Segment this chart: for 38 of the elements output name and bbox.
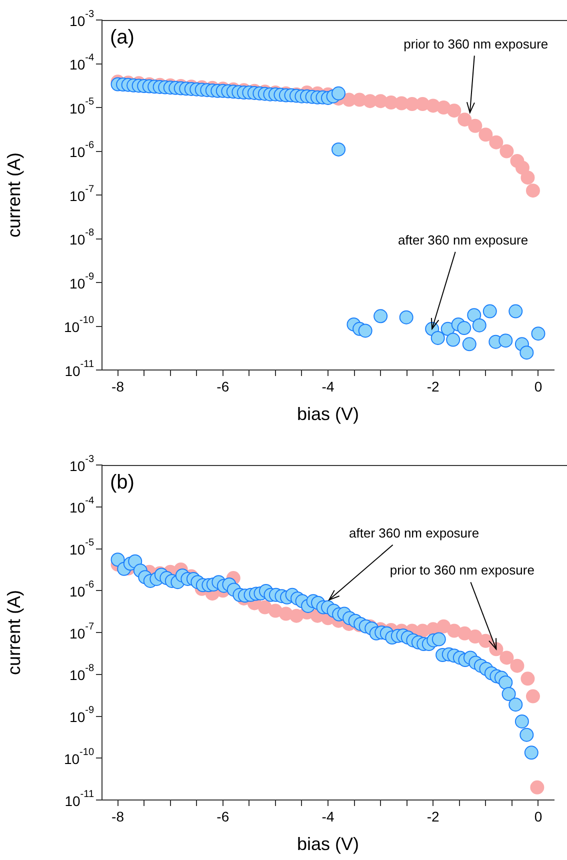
annotation: prior to 360 nm exposure <box>404 36 548 52</box>
point <box>510 658 524 673</box>
point <box>468 118 482 133</box>
point <box>458 112 472 127</box>
point <box>520 170 535 185</box>
x-tick-label: -8 <box>112 378 124 394</box>
point <box>526 184 540 198</box>
point <box>530 780 544 794</box>
point <box>289 608 304 623</box>
x-tick-label: -4 <box>322 378 334 394</box>
y-axis-title: current (A) <box>4 590 24 676</box>
annotation: after 360 nm exposure <box>349 525 480 540</box>
point <box>520 672 535 686</box>
annotation: (b) <box>110 472 134 494</box>
point <box>489 135 504 150</box>
y-axis-title: current (A) <box>4 152 24 238</box>
x-tick-label: 0 <box>534 808 542 824</box>
point <box>436 619 451 634</box>
point <box>500 144 514 158</box>
point <box>478 128 493 142</box>
x-tick-label: -6 <box>216 808 230 824</box>
x-tick-label: -2 <box>426 808 440 824</box>
x-tick-label: -2 <box>426 378 440 394</box>
point <box>478 634 493 648</box>
point <box>500 650 514 665</box>
x-axis-title: bias (V) <box>296 834 360 854</box>
x-tick-label: -8 <box>112 808 124 824</box>
point <box>468 630 482 644</box>
x-tick-label: -6 <box>216 378 230 394</box>
x-tick-label: 0 <box>534 378 542 394</box>
annotation: after 360 nm exposure <box>398 232 528 248</box>
point <box>515 160 530 175</box>
x-axis-title: bias (V) <box>296 404 360 424</box>
annotation: (a) <box>110 26 134 49</box>
point <box>526 689 540 704</box>
x-tick-label: -4 <box>322 808 334 824</box>
point <box>447 104 462 118</box>
annotation: prior to 360 nm exposure <box>390 562 534 578</box>
